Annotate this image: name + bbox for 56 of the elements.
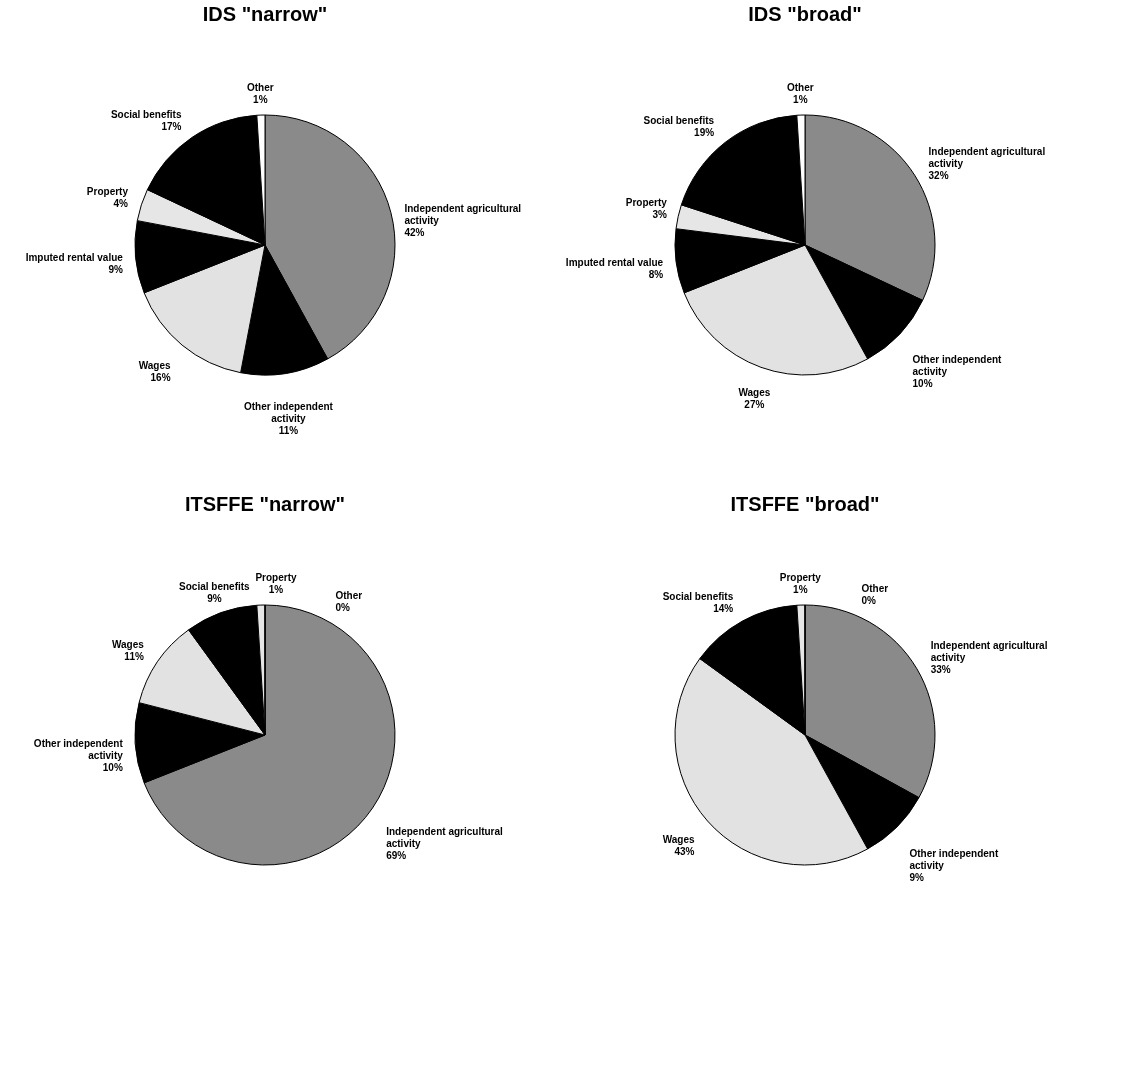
slice-label: Social benefits [110, 108, 182, 120]
slice-label: Wages [738, 386, 771, 398]
slice-label: Independent agricultural activity [928, 146, 1046, 170]
slice-label: Property [779, 571, 822, 583]
chart-title: ITSFFE "narrow" [184, 493, 346, 515]
data-label: 42% [404, 227, 425, 239]
slice-label: Other independent activity [909, 847, 999, 871]
chart-title: IDS "narrow" [202, 3, 328, 25]
data-label: 16% [150, 372, 171, 384]
data-label: 9% [108, 264, 123, 276]
slice-label: Other independent activity [244, 401, 334, 425]
data-label: 3% [652, 209, 667, 221]
data-label: 9% [909, 871, 924, 883]
slice-label: Independent agricultural activity [930, 640, 1048, 664]
slice-label: Property [86, 185, 129, 197]
data-label: 1% [253, 93, 268, 105]
slice-label: Other [786, 81, 814, 93]
slice-label: Independent agricultural activity [404, 203, 522, 227]
slice-label: Imputed rental value [25, 252, 124, 264]
data-label: 10% [912, 378, 933, 390]
data-label: 32% [928, 170, 949, 182]
slice-label: Other independent activity [33, 737, 124, 761]
slice-label: Social benefits [179, 581, 251, 593]
slice-label: Independent agricultural activity [386, 825, 504, 849]
data-label: 1% [793, 93, 808, 105]
data-label: 27% [744, 398, 765, 410]
category-label: Other [335, 590, 363, 602]
text: 0% [861, 595, 876, 607]
data-label: 14% [713, 603, 734, 615]
data-label: 11% [124, 651, 144, 663]
slice-label: Other [246, 81, 274, 93]
data-label: 1% [268, 584, 284, 596]
data-label: 43% [674, 845, 695, 857]
data-label: 11% [278, 425, 299, 437]
data-label: 1% [793, 583, 808, 595]
slice-label: Other independent activity [912, 354, 1003, 378]
slice-label: Wages [662, 833, 695, 845]
data-label: 17% [161, 120, 182, 132]
data-label: 19% [694, 126, 715, 138]
data-label: 69% [386, 849, 407, 861]
slice-label: Wages [111, 639, 145, 651]
slice-label: Social benefits [662, 591, 734, 603]
chart-title: ITSFFE "broad" [730, 493, 880, 515]
slice-label: Property [255, 572, 297, 584]
text: 0% [335, 602, 350, 614]
chart-title: IDS "broad" [748, 3, 862, 25]
slice-label: Imputed rental value [565, 256, 664, 268]
data-label: 4% [113, 197, 129, 209]
data-label: 9% [207, 593, 222, 605]
data-label: 33% [930, 664, 951, 676]
data-label: 10% [102, 761, 123, 773]
slice-label: Social benefits [643, 114, 715, 126]
category-label: Other [861, 583, 889, 595]
slice-label: Wages [138, 360, 171, 372]
slice-label: Property [625, 197, 668, 209]
data-label: 8% [648, 268, 664, 280]
